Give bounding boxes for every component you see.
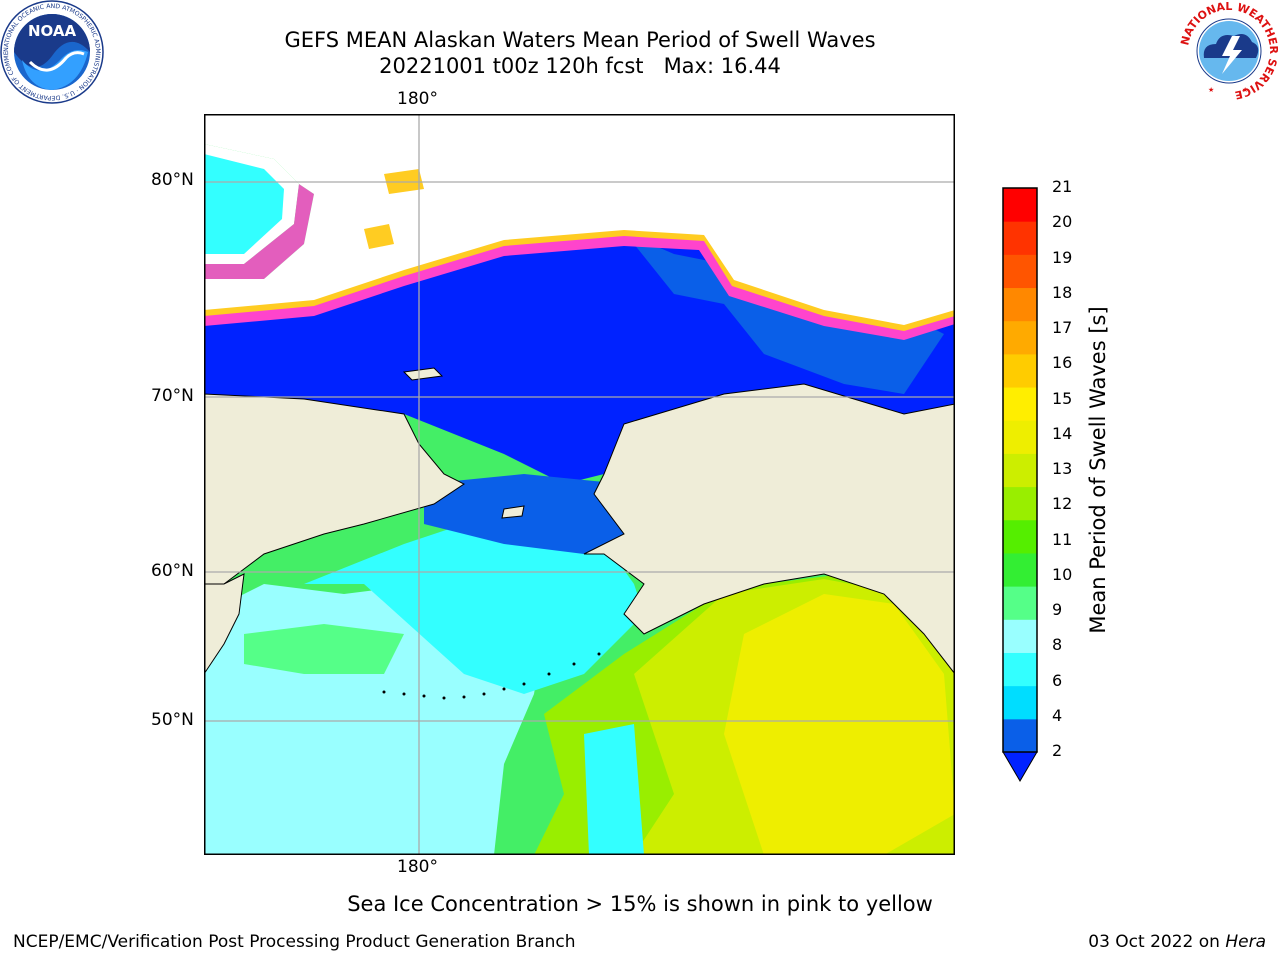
colorbar-label: Mean Period of Swell Waves [s] <box>1086 306 1110 634</box>
colorbar-step <box>1003 552 1037 587</box>
colorbar-tick-label: 13 <box>1052 459 1073 478</box>
sea-ice-margin <box>204 234 955 340</box>
colorbar-tick-label: 9 <box>1052 600 1063 619</box>
colorbar-tick-label: 2 <box>1052 741 1063 760</box>
colorbar <box>1002 187 1038 782</box>
swell-region-strait <box>424 474 624 554</box>
sea-ice-gap <box>204 154 284 254</box>
colorbar-tick-label: 11 <box>1052 529 1073 549</box>
colorbar-step <box>1003 188 1037 222</box>
land-wrangel <box>402 367 444 381</box>
colorbar-tick-label: 16 <box>1052 353 1073 373</box>
colorbar-step <box>1003 320 1037 355</box>
colorbar-tick-label: 8 <box>1052 635 1063 655</box>
colorbar-tick-label: 19 <box>1052 247 1073 267</box>
swell-strip-low <box>584 724 644 855</box>
colorbar-step <box>1003 453 1037 488</box>
colorbar-tick-label: 12 <box>1052 494 1073 514</box>
credit-text: NCEP/EMC/Verification Post Processing Pr… <box>13 932 576 952</box>
colorbar-step <box>1003 519 1037 554</box>
lat-label-60n: 60°N <box>151 561 194 581</box>
colorbar-tick-label: 6 <box>1052 670 1063 690</box>
swell-region-west-green <box>244 624 404 674</box>
run-date: 03 Oct 2022 on Hera <box>1088 932 1266 952</box>
lon-label-top: 180° <box>397 89 438 109</box>
machine-name: Hera <box>1225 932 1266 952</box>
aleutian-islands <box>382 652 601 700</box>
land-alaska <box>583 383 955 675</box>
svg-text:NOAA: NOAA <box>28 22 77 40</box>
colorbar-step <box>1003 287 1037 322</box>
swell-region-arctic-light <box>434 224 944 394</box>
colorbar-step <box>1003 619 1037 653</box>
colorbar-step <box>1003 718 1037 753</box>
sea-ice-note: Sea Ice Concentration > 15% is shown in … <box>347 892 933 916</box>
colorbar-step <box>1003 221 1037 255</box>
noaa-logo: NATIONAL OCEANIC AND ATMOSPHERIC ADMINIS… <box>0 0 104 104</box>
colorbar-tick-label: 18 <box>1052 282 1073 302</box>
chart-title: GEFS MEAN Alaskan Waters Mean Period of … <box>284 28 876 52</box>
colorbar-step <box>1003 586 1037 620</box>
swell-region-bering <box>304 514 644 694</box>
colorbar-tick-label: 10 <box>1052 564 1073 584</box>
land-island <box>501 505 525 519</box>
map-panel <box>204 114 955 855</box>
colorbar-step <box>1003 420 1037 454</box>
colorbar-tick-label: 17 <box>1052 318 1073 337</box>
colorbar-step <box>1003 685 1037 720</box>
lon-label-bottom: 180° <box>397 857 438 877</box>
lat-label-70n: 70°N <box>151 386 194 406</box>
swell-region-east-core <box>724 594 955 855</box>
run-date-text: 03 Oct 2022 on <box>1088 932 1220 952</box>
sea-ice-margin-west <box>204 184 314 279</box>
svg-text:★: ★ <box>1208 86 1214 94</box>
lat-label-80n: 80°N <box>151 170 194 190</box>
graticule <box>204 114 955 855</box>
nws-logo: NATIONAL WEATHER SERVICE ★ ★ <box>1178 0 1280 102</box>
svg-text:★: ★ <box>1242 86 1248 94</box>
sea-ice-edge <box>204 230 955 331</box>
colorbar-step <box>1003 254 1037 289</box>
colorbar-step <box>1003 652 1037 687</box>
sea-ice-patch <box>364 224 394 249</box>
colorbar-step <box>1003 387 1037 421</box>
land-kamchatka <box>204 573 245 675</box>
colorbar-step <box>1003 486 1037 521</box>
chart-subtitle: 20221001 t00z 120h fcst Max: 16.44 <box>379 54 781 78</box>
colorbar-tick-label: 20 <box>1052 212 1073 232</box>
colorbar-tick-label: 4 <box>1052 705 1063 725</box>
colorbar-tick-label: 15 <box>1052 388 1073 408</box>
colorbar-tick-label: 14 <box>1052 423 1073 443</box>
colorbar-tick-label: 21 <box>1052 177 1073 196</box>
colorbar-step <box>1003 353 1037 388</box>
lat-label-50n: 50°N <box>151 710 194 730</box>
